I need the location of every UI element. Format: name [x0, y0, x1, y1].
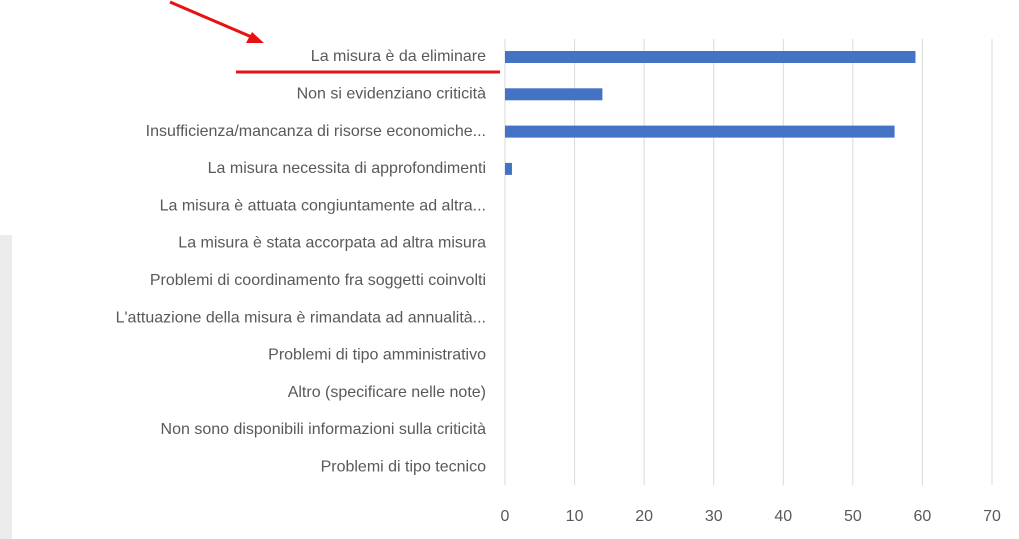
bar — [505, 162, 512, 175]
arrow-head — [246, 32, 264, 43]
y-tick-label: La misura è attuata congiuntamente ad al… — [160, 197, 486, 214]
y-tick-label: Insufficienza/mancanza di risorse econom… — [146, 123, 486, 140]
y-tick-label: La misura è da eliminare — [311, 48, 486, 65]
y-tick-label: Altro (specificare nelle note) — [288, 384, 486, 401]
y-tick-label: Non sono disponibili informazioni sulla … — [161, 421, 487, 438]
y-tick-label: Problemi di coordinamento fra soggetti c… — [150, 272, 486, 289]
x-tick-label: 20 — [635, 508, 653, 525]
x-tick-label: 0 — [501, 508, 510, 525]
x-tick-label: 30 — [705, 508, 723, 525]
x-tick-label: 10 — [566, 508, 584, 525]
side-strip — [0, 235, 12, 539]
x-tick-label: 60 — [914, 508, 932, 525]
y-tick-label: Problemi di tipo amministrativo — [268, 347, 486, 364]
y-tick-label: Non si evidenziano criticità — [297, 86, 487, 103]
y-tick-label: Problemi di tipo tecnico — [321, 459, 487, 476]
x-tick-label: 50 — [844, 508, 862, 525]
y-tick-label: La misura necessita di approfondimenti — [208, 160, 486, 177]
x-tick-label: 40 — [774, 508, 792, 525]
plot-area: 0 10 20 30 40 50 60 70 La misura è da eliminare N… — [116, 39, 1001, 525]
x-tick-label: 70 — [983, 508, 1001, 525]
y-tick-label: L'attuazione della misura è rimandata ad… — [116, 309, 486, 326]
bar — [505, 51, 916, 63]
y-tick-label: La misura è stata accorpata ad altra mis… — [178, 235, 486, 252]
bar — [505, 88, 603, 101]
bar — [505, 125, 895, 138]
arrow-shaft — [169, 0, 255, 40]
